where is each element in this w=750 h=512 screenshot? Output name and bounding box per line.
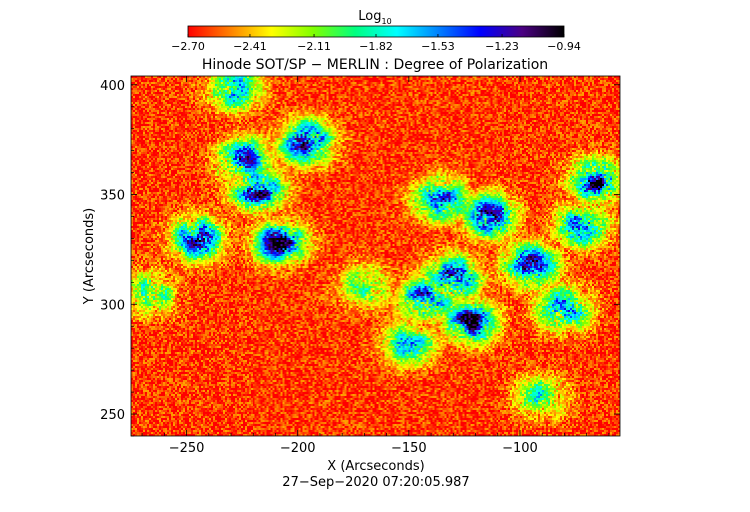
colorbar-tick-label: −2.70 bbox=[171, 40, 205, 53]
colorbar-tick-label: −2.11 bbox=[297, 40, 331, 53]
colorbar-tick-label: −1.53 bbox=[421, 40, 455, 53]
y-tick-label: 400 bbox=[100, 79, 125, 94]
x-tick-label: −200 bbox=[280, 441, 316, 456]
y-axis-label: Y (Arcseconds) bbox=[82, 208, 97, 305]
timestamp: 27−Sep−2020 07:20:05.987 bbox=[282, 475, 469, 490]
colorbar-label-subscript: 10 bbox=[382, 17, 392, 26]
colorbar-label: Log10 bbox=[358, 9, 391, 26]
colorbar: Log10 −2.70 −2.41 −2.11 −1.82 −1.53 −1.23 −0.9… bbox=[171, 9, 581, 53]
colorbar-tick-label: −1.82 bbox=[359, 40, 393, 53]
x-tick-label: −150 bbox=[391, 441, 427, 456]
colorbar-ticks: −2.70 −2.41 −2.11 −1.82 −1.53 −1.23 −0.94 bbox=[171, 34, 581, 53]
chart-title: Hinode SOT/SP − MERLIN : Degree of Polar… bbox=[202, 57, 548, 73]
x-tick-label: −100 bbox=[502, 441, 538, 456]
y-tick-label: 250 bbox=[100, 408, 125, 423]
y-tick-label: 350 bbox=[100, 189, 125, 204]
y-axis: 250 300 350 400 bbox=[100, 79, 620, 437]
x-axis: −250 −200 −150 −100 bbox=[141, 76, 610, 456]
colorbar-tick-label: −2.41 bbox=[233, 40, 267, 53]
colorbar-tick-label: −0.94 bbox=[547, 40, 581, 53]
plot-area bbox=[131, 76, 620, 436]
colorbar-tick-label: −1.23 bbox=[485, 40, 519, 53]
x-tick-label: −250 bbox=[169, 441, 205, 456]
plot-frame bbox=[130, 75, 621, 437]
x-axis-label: X (Arcseconds) bbox=[327, 459, 424, 474]
y-tick-label: 300 bbox=[100, 298, 125, 313]
polarization-heatmap bbox=[131, 76, 620, 436]
